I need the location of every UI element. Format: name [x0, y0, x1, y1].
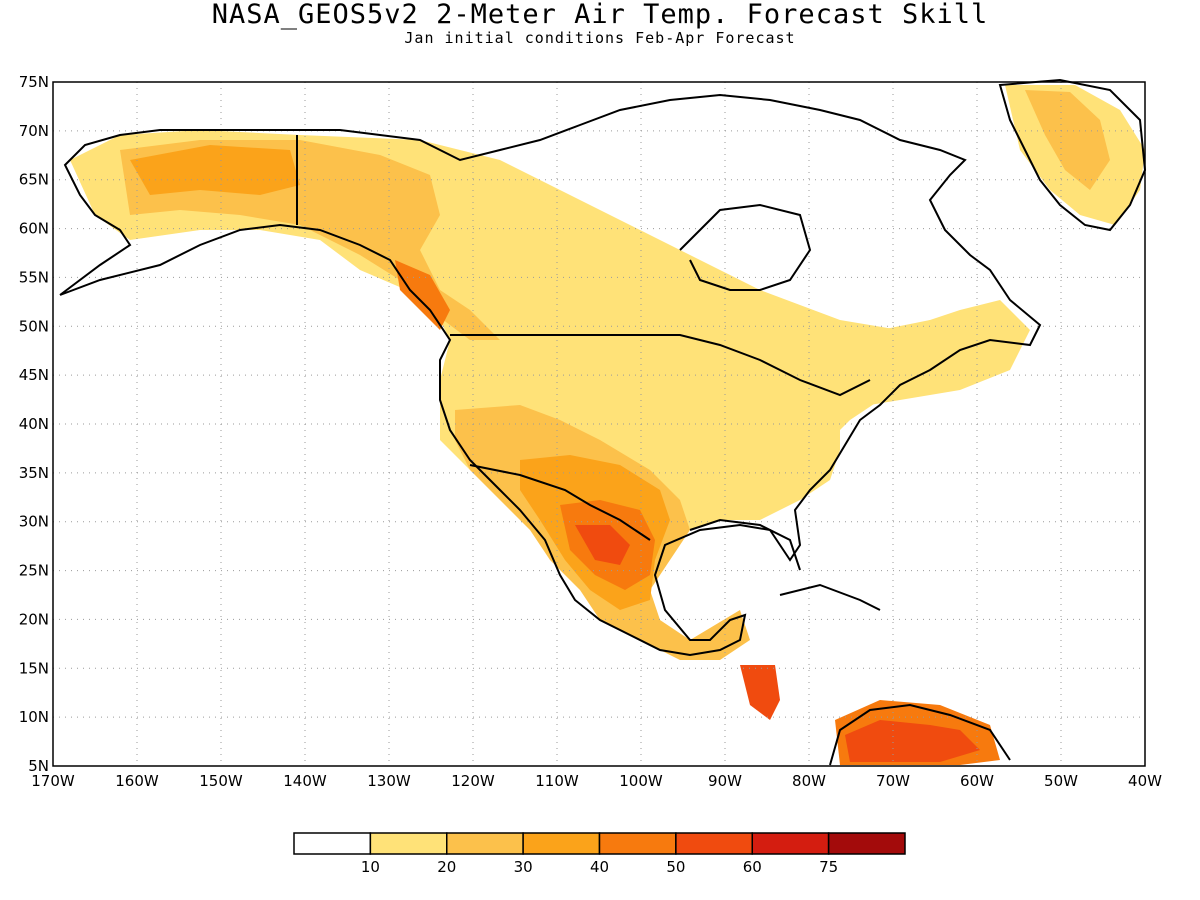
- coast-gulf: [689, 518, 801, 571]
- lon-label: 90W: [708, 772, 742, 790]
- colorbar-label: 30: [514, 858, 533, 876]
- coast-alaska: [59, 93, 1042, 657]
- map-title: NASA_GEOS5v2 2-Meter Air Temp. Forecast …: [211, 0, 989, 30]
- lon-label: 110W: [535, 772, 579, 790]
- coast-hudson-bay: [679, 203, 812, 291]
- lat-label: 75N: [19, 73, 49, 91]
- longitude-labels: 170W 160W 150W 140W 130W 120W 110W 100W 90W 80W 70…: [31, 772, 1162, 790]
- fill-mexico-deep: [575, 525, 630, 565]
- colorbar-swatch: [675, 832, 753, 855]
- fill-eastern-us: [680, 320, 960, 520]
- fill-central-america: [740, 665, 780, 720]
- colorbar-swatch: [751, 832, 830, 855]
- colorbar-label: 40: [590, 858, 609, 876]
- lon-label: 100W: [619, 772, 663, 790]
- lat-label: 10N: [19, 708, 49, 726]
- colorbar-label: 50: [666, 858, 685, 876]
- map-subtitle: Jan initial conditions Feb-Apr Forecast: [404, 29, 796, 47]
- lat-label: 25N: [19, 562, 49, 580]
- map-frame: [52, 81, 1146, 767]
- lon-label: 150W: [199, 772, 243, 790]
- lat-label: 70N: [19, 122, 49, 140]
- lat-label: 45N: [19, 366, 49, 384]
- lat-label: 30N: [19, 513, 49, 531]
- lon-label: 130W: [367, 772, 411, 790]
- coastlines: [59, 78, 1147, 766]
- fill-alaska-orange: [130, 145, 300, 195]
- lat-label: 5N: [28, 757, 49, 775]
- colorbar-swatch: [522, 832, 601, 855]
- colorbar-label: 75: [819, 858, 838, 876]
- lon-label: 60W: [960, 772, 994, 790]
- colorbar-swatch: [598, 832, 677, 855]
- us-canada-border: [450, 334, 871, 397]
- lon-label: 40W: [1128, 772, 1162, 790]
- lat-label: 15N: [19, 659, 49, 677]
- colorbar-label: 60: [743, 858, 762, 876]
- skill-fill-layer: [70, 85, 1145, 765]
- lon-label: 160W: [115, 772, 159, 790]
- fill-south-america-red: [845, 720, 980, 762]
- colorbar: 10 20 30 40 50 60 75: [293, 832, 906, 876]
- colorbar-swatch: [293, 832, 372, 855]
- lon-label: 140W: [283, 772, 327, 790]
- lat-label: 65N: [19, 171, 49, 189]
- lat-label: 50N: [19, 317, 49, 335]
- latitude-labels: 75N 70N 65N 60N 55N 50N 45N 40N 35N 30N 25N 20N 15N 1…: [19, 73, 49, 775]
- colorbar-label: 20: [437, 858, 456, 876]
- colorbar-swatch: [827, 832, 906, 855]
- lon-label: 50W: [1044, 772, 1078, 790]
- lon-label: 80W: [792, 772, 826, 790]
- lat-label: 35N: [19, 464, 49, 482]
- lon-label: 70W: [876, 772, 910, 790]
- lon-label: 120W: [451, 772, 495, 790]
- lat-label: 60N: [19, 220, 49, 238]
- colorbar-swatch: [446, 832, 524, 855]
- fill-bc-orange: [395, 260, 450, 330]
- colorbar-label: 10: [361, 858, 380, 876]
- coast-south-america: [829, 703, 1011, 766]
- coast-greenland: [998, 78, 1147, 232]
- lat-label: 40N: [19, 415, 49, 433]
- lon-label: 170W: [31, 772, 75, 790]
- fill-greenland-core: [1025, 90, 1110, 190]
- colorbar-swatch: [369, 832, 448, 855]
- coast-cuba: [779, 583, 881, 611]
- lat-label: 55N: [19, 268, 49, 286]
- lat-label: 20N: [19, 610, 49, 628]
- us-mexico-border: [469, 464, 651, 541]
